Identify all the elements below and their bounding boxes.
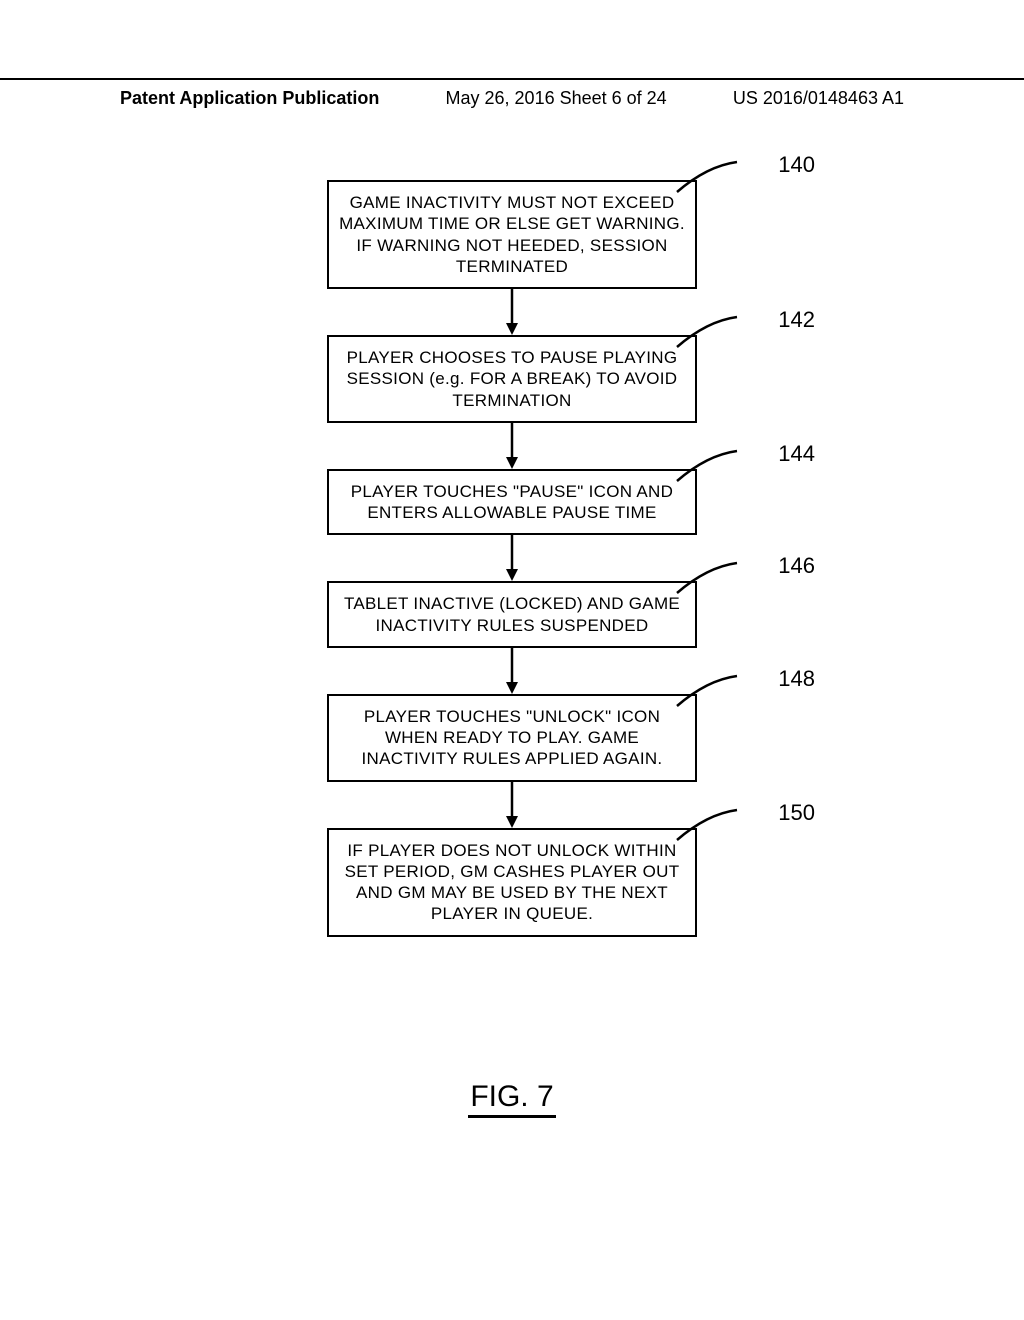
flow-arrow: [327, 782, 697, 828]
reference-number: 148: [778, 666, 815, 692]
reference-number: 150: [778, 800, 815, 826]
flow-box: PLAYER CHOOSES TO PAUSE PLAYING SESSION …: [327, 335, 697, 423]
reference-number: 142: [778, 307, 815, 333]
flow-arrow: [327, 423, 697, 469]
flowchart: 140GAME INACTIVITY MUST NOT EXCEED MAXIM…: [0, 180, 1024, 937]
figure-label: FIG. 7: [0, 1080, 1024, 1114]
flow-step: 146TABLET INACTIVE (LOCKED) AND GAME INA…: [327, 581, 697, 648]
lead-line: [677, 810, 767, 850]
flow-step: 150IF PLAYER DOES NOT UNLOCK WITHIN SET …: [327, 828, 697, 937]
page-header: Patent Application Publication May 26, 2…: [0, 78, 1024, 109]
header-center: May 26, 2016 Sheet 6 of 24: [446, 88, 667, 109]
header-right: US 2016/0148463 A1: [733, 88, 904, 109]
lead-line: [677, 563, 767, 603]
flow-box: PLAYER TOUCHES "UNLOCK" ICON WHEN READY …: [327, 694, 697, 782]
flow-step: 142PLAYER CHOOSES TO PAUSE PLAYING SESSI…: [327, 335, 697, 423]
header-row: Patent Application Publication May 26, 2…: [0, 88, 1024, 109]
lead-line: [677, 676, 767, 716]
flow-step: 148PLAYER TOUCHES "UNLOCK" ICON WHEN REA…: [327, 694, 697, 782]
flow-box: GAME INACTIVITY MUST NOT EXCEED MAXIMUM …: [327, 180, 697, 289]
reference-number: 144: [778, 441, 815, 467]
flow-box: IF PLAYER DOES NOT UNLOCK WITHIN SET PER…: [327, 828, 697, 937]
flow-arrow: [327, 289, 697, 335]
flow-arrow: [327, 648, 697, 694]
reference-number: 146: [778, 553, 815, 579]
lead-line: [677, 317, 767, 357]
lead-line: [677, 451, 767, 491]
header-left: Patent Application Publication: [120, 88, 379, 109]
flow-box: TABLET INACTIVE (LOCKED) AND GAME INACTI…: [327, 581, 697, 648]
flow-box: PLAYER TOUCHES "PAUSE" ICON AND ENTERS A…: [327, 469, 697, 536]
flow-step: 140GAME INACTIVITY MUST NOT EXCEED MAXIM…: [327, 180, 697, 289]
reference-number: 140: [778, 152, 815, 178]
figure-label-text: FIG. 7: [468, 1080, 555, 1118]
flow-arrow: [327, 535, 697, 581]
lead-line: [677, 162, 767, 202]
flow-step: 144PLAYER TOUCHES "PAUSE" ICON AND ENTER…: [327, 469, 697, 536]
